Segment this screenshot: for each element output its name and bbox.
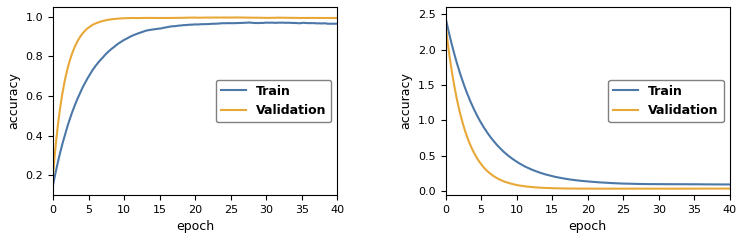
Y-axis label: accuracy: accuracy — [7, 72, 20, 130]
X-axis label: epoch: epoch — [176, 220, 214, 233]
Y-axis label: accuracy: accuracy — [400, 72, 412, 130]
Legend: Train, Validation: Train, Validation — [609, 80, 724, 122]
X-axis label: epoch: epoch — [568, 220, 607, 233]
Legend: Train, Validation: Train, Validation — [216, 80, 331, 122]
